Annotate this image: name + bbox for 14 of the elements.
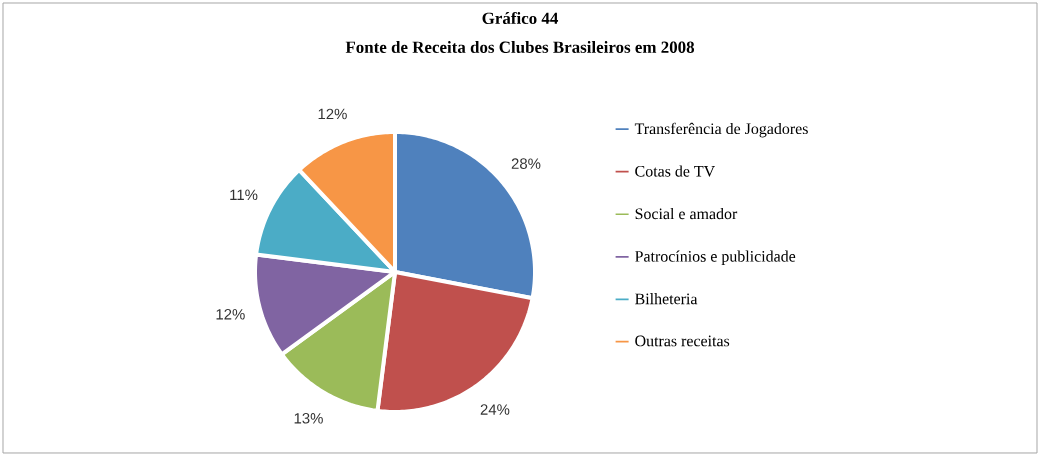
legend-label: Social e amador — [635, 207, 738, 220]
data-label: 12% — [216, 309, 245, 320]
legend-label: Patrocínios e publicidade — [635, 250, 796, 265]
data-label: 13% — [294, 413, 323, 424]
chart-subtitle: Fonte de Receita dos Clubes Brasileiros em 2008 — [345, 41, 695, 53]
data-label: 28% — [511, 158, 541, 169]
data-label: 11% — [230, 189, 258, 201]
legend-label: Outras receitas — [635, 335, 730, 347]
data-label: 12% — [318, 108, 347, 120]
chart-title: Gráfico 44 — [482, 11, 559, 25]
legend-label: Bilheteria — [635, 293, 698, 305]
data-label: 24% — [480, 404, 510, 415]
legend-label: Transferência de Jogadores — [634, 122, 808, 138]
legend-label: Cotas de TV — [635, 165, 715, 177]
